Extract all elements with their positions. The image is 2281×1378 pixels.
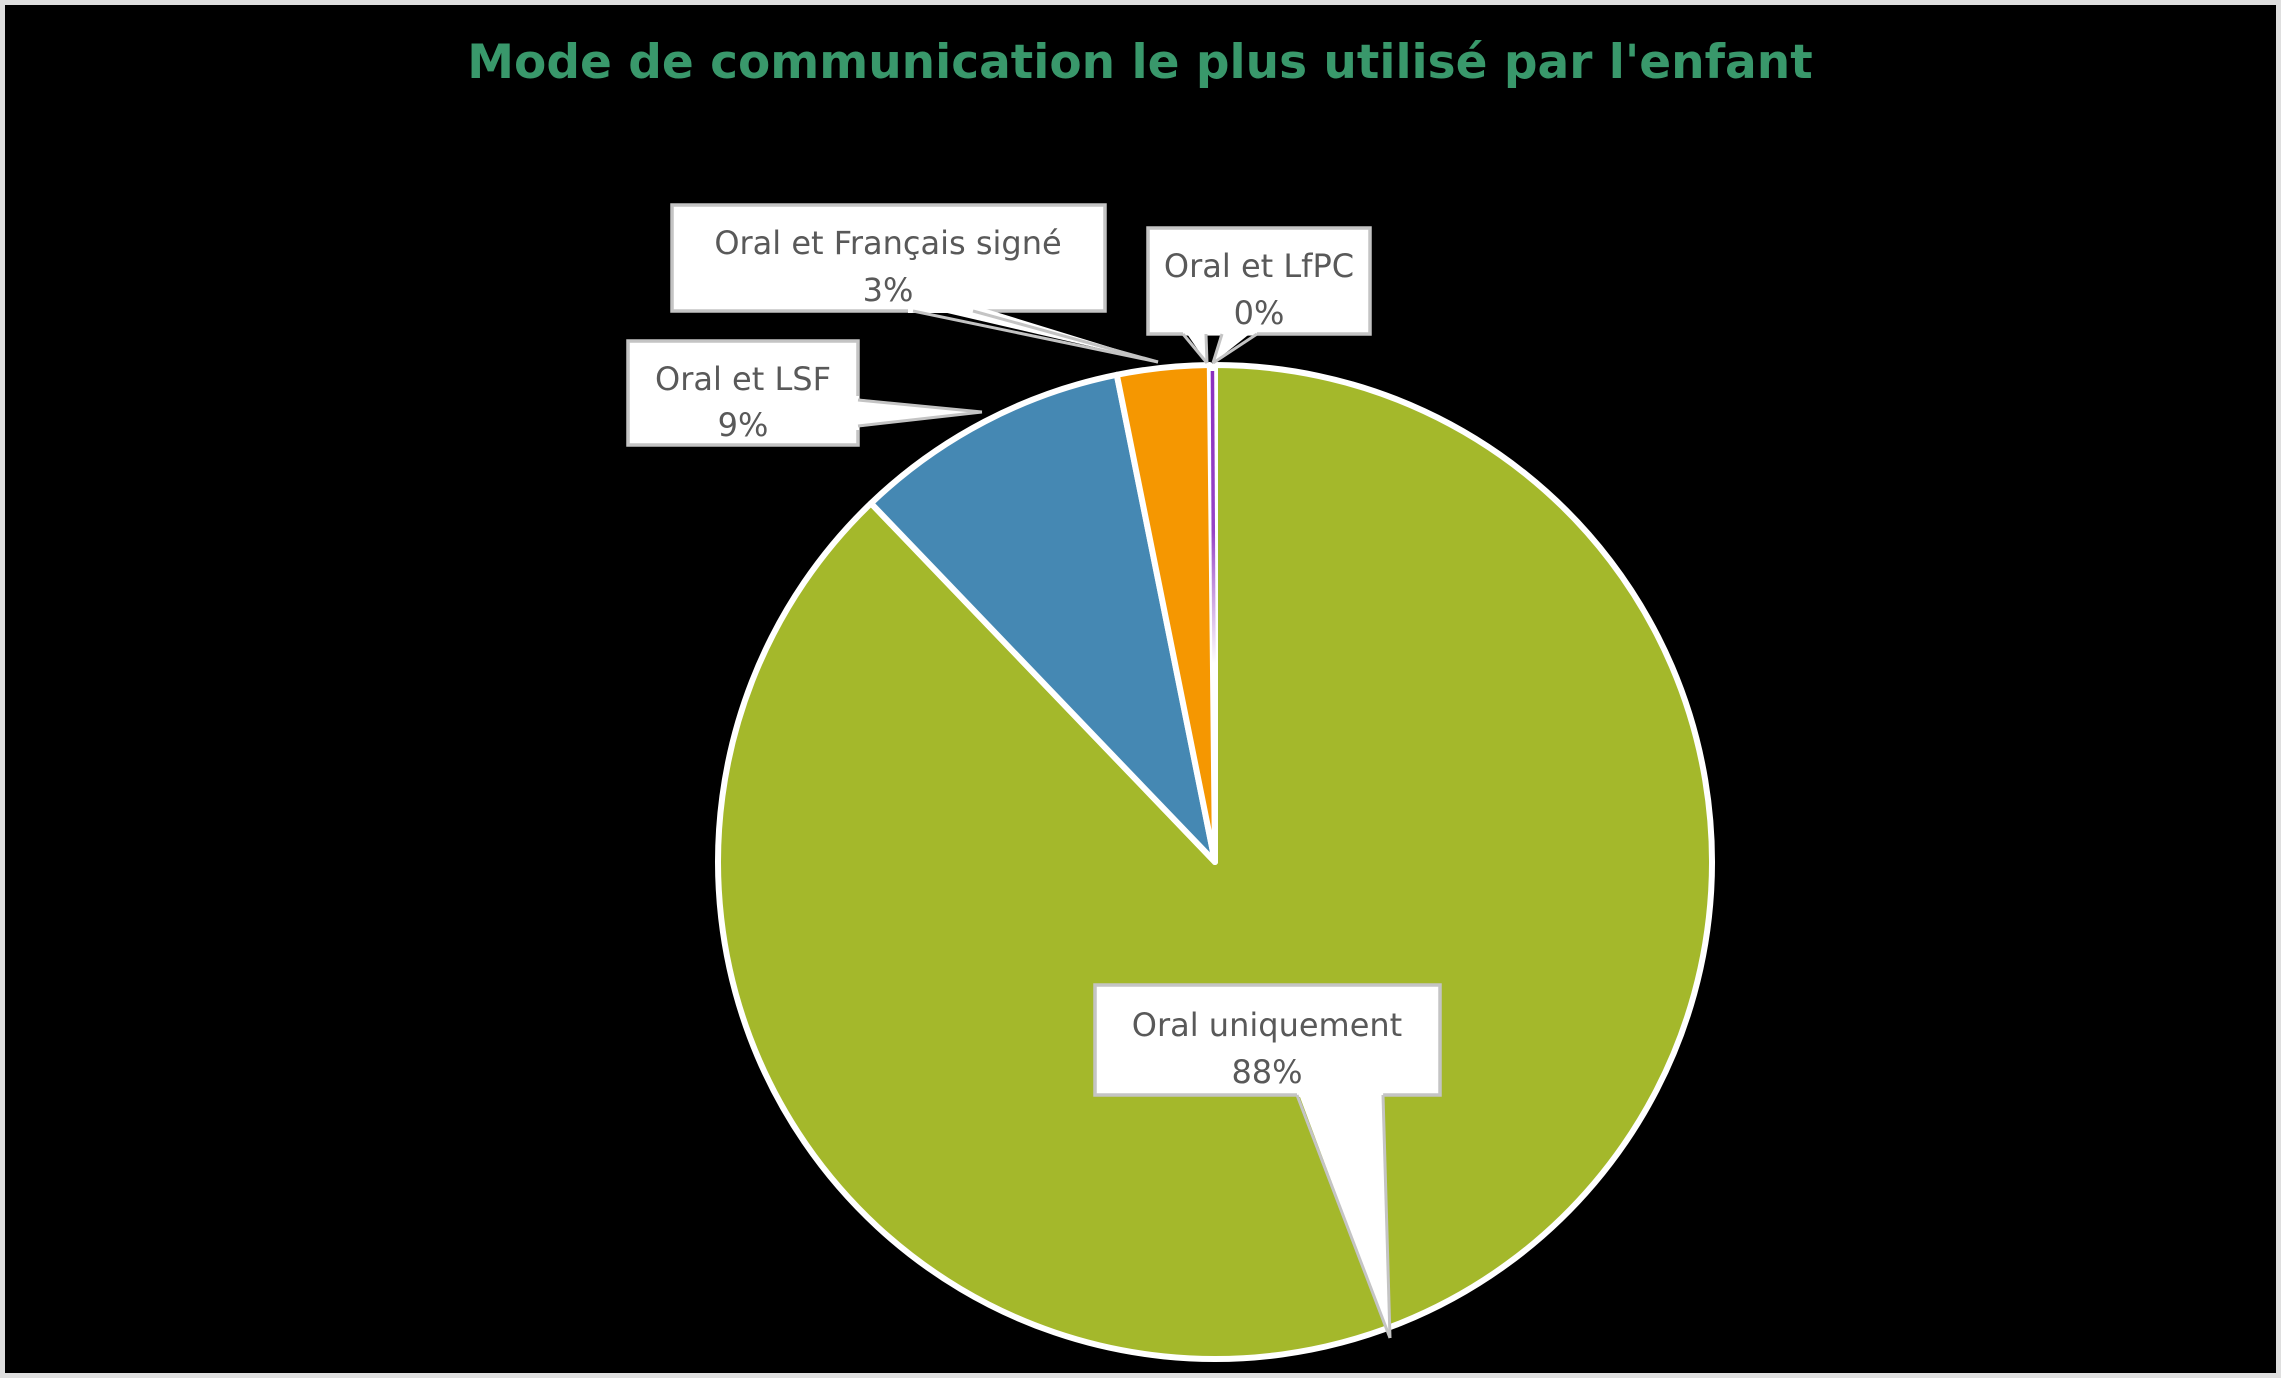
callout-oral-uniquement: Oral uniquement 88% — [1093, 983, 1442, 1339]
pie — [715, 362, 1716, 1362]
callout-pointer-edge — [857, 398, 983, 414]
pie-slice-oral-et-lfpc — [1210, 370, 1216, 664]
callout-box — [626, 339, 860, 447]
callout-value: 0% — [1234, 294, 1285, 332]
callout-label: Oral et LfPC — [1164, 247, 1354, 285]
pie-slice-oral-et-francais-signe — [1113, 362, 1218, 865]
callout-box — [670, 203, 1107, 313]
callout-oral-et-francais-signe: Oral et Français signé 3% — [670, 203, 1159, 364]
callout-label: Oral uniquement — [1132, 1006, 1402, 1044]
callout-oral-et-lfpc: Oral et LfPC 0% — [1146, 226, 1372, 365]
callout-pointer-base — [1183, 324, 1257, 335]
callout-box — [1093, 983, 1442, 1097]
callout-pointer-edge — [1211, 333, 1224, 364]
callout-value: 3% — [863, 271, 914, 309]
callout-pointer-edge — [1204, 333, 1209, 364]
callout-pointer-edge — [912, 309, 1159, 364]
pie-slice-oral-et-lsf — [868, 371, 1218, 865]
callout-box — [1146, 226, 1372, 336]
callout-value: 9% — [718, 406, 769, 444]
callout-pointer-edge — [1181, 333, 1209, 364]
callout-oral-et-lsf: Oral et LSF 9% — [626, 339, 983, 447]
chart-title: Mode de communication le plus utilisé pa… — [467, 35, 1812, 90]
callout-pointer-edge — [1212, 332, 1258, 365]
callout-pointer-edge — [1381, 1094, 1392, 1339]
callout-label: Oral et LSF — [655, 360, 831, 398]
callout-pointer — [852, 398, 982, 428]
callout-value: 88% — [1231, 1053, 1302, 1091]
callout-label: Oral et Français signé — [714, 224, 1061, 262]
callout-pointer-edge — [1295, 1094, 1392, 1339]
callout-pointer-edge — [857, 410, 983, 428]
callout-pointer-edge — [972, 309, 1159, 364]
